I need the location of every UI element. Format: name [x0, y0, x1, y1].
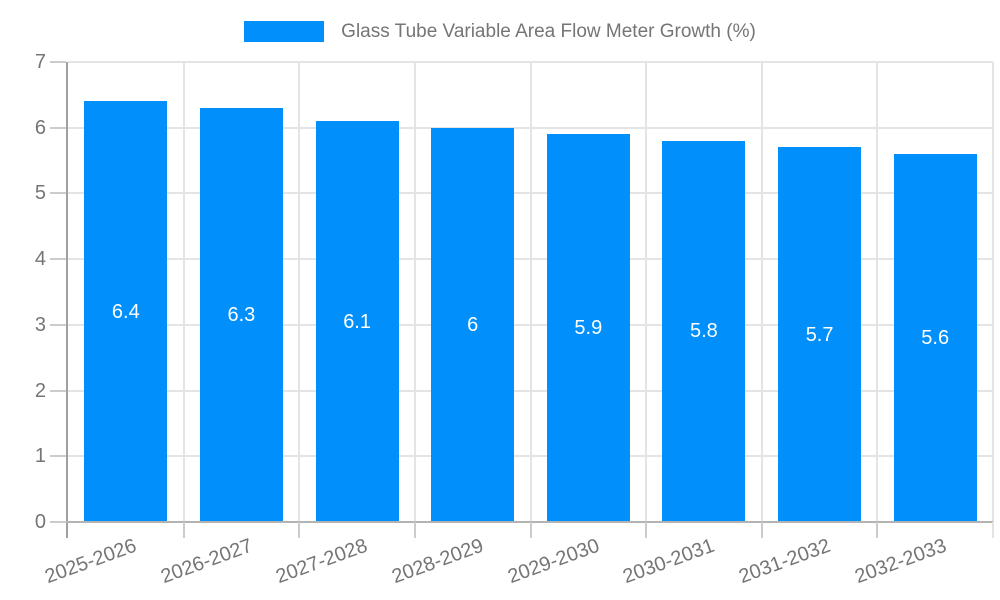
x-axis-tick-label: 2030-2031 [620, 534, 718, 589]
x-axis-tick [413, 522, 416, 538]
x-axis-tick [760, 522, 763, 538]
y-axis-tick [50, 389, 66, 392]
bar-value-label: 5.9 [574, 317, 603, 340]
gridline-vertical [298, 62, 301, 522]
bar-value-label: 6.3 [227, 304, 256, 326]
bar-value-label: 6.1 [343, 310, 371, 333]
y-axis-tick [50, 323, 66, 326]
gridline-vertical [645, 62, 648, 522]
bar[interactable] [662, 140, 746, 522]
y-axis-tick-label: 3 [34, 313, 46, 336]
x-axis-tick-label: 2026-2027 [157, 534, 256, 589]
gridline-vertical [760, 62, 763, 522]
bar[interactable] [199, 108, 283, 522]
gridline-vertical [529, 62, 532, 522]
plot-area: 6.4 6.3 6.1 6 5.9 5.8 5.7 5.6 [68, 61, 994, 522]
y-axis-tick-label: 7 [34, 51, 46, 73]
x-axis-tick-label: 2027-2028 [273, 534, 371, 589]
x-axis-tick [298, 522, 301, 538]
bar-value-label: 5.7 [805, 323, 834, 346]
gridline-vertical [992, 62, 994, 522]
y-axis-tick [50, 455, 66, 458]
bar-value-label: 6.4 [111, 300, 140, 323]
x-axis-tick [529, 522, 532, 538]
y-axis-tick-label: 5 [34, 182, 46, 205]
gridline-vertical [876, 62, 879, 522]
gridline-vertical [182, 62, 185, 522]
y-axis-tick [50, 192, 66, 195]
bar[interactable] [431, 127, 515, 522]
y-axis-tick [50, 126, 66, 129]
y-axis-tick-label: 0 [34, 511, 46, 533]
bar[interactable] [893, 154, 977, 522]
x-axis-tick-label: 2029-2030 [504, 534, 603, 589]
y-axis-line [66, 62, 68, 538]
bar[interactable] [84, 101, 168, 522]
gridline-vertical [413, 62, 416, 522]
legend-label: Glass Tube Variable Area Flow Meter Grow… [341, 21, 756, 42]
x-axis-tick [876, 522, 879, 538]
y-axis-tick-label: 1 [34, 445, 46, 468]
y-axis-tick [50, 521, 66, 523]
x-axis-tick-label: 2031-2032 [735, 534, 834, 589]
bar-value-label: 5.8 [689, 320, 718, 343]
y-axis-tick-label: 2 [34, 379, 46, 402]
bar[interactable] [778, 147, 862, 522]
y-axis-tick-label: 6 [34, 116, 46, 139]
legend-item[interactable]: Glass Tube Variable Area Flow Meter Grow… [244, 21, 756, 42]
y-axis-tick [50, 258, 66, 261]
x-axis-tick [992, 522, 994, 538]
bar-value-label: 6 [467, 313, 479, 336]
bar[interactable] [315, 121, 399, 522]
x-axis-tick-label: 2025-2026 [42, 534, 140, 589]
y-axis-tick-label: 4 [34, 248, 46, 271]
bar[interactable] [546, 134, 630, 522]
legend: Glass Tube Variable Area Flow Meter Grow… [0, 21, 1000, 42]
bar-value-label: 5.6 [921, 327, 950, 349]
x-axis-tick-label: 2028-2029 [389, 534, 487, 589]
x-axis-tick-label: 2032-2033 [851, 534, 949, 589]
x-axis-tick [182, 522, 185, 538]
y-axis-tick [50, 61, 66, 63]
legend-marker-swatch [244, 21, 325, 42]
x-axis-tick [645, 522, 648, 538]
